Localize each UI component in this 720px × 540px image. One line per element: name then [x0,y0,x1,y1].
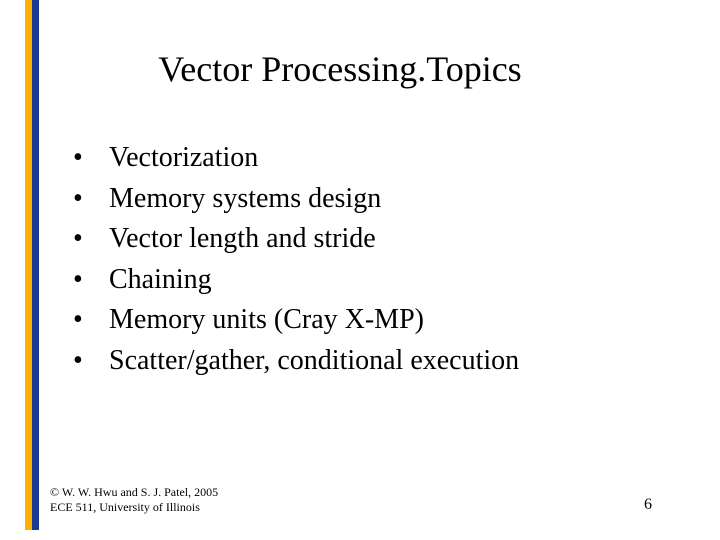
footer: © W. W. Hwu and S. J. Patel, 2005 ECE 51… [50,485,680,516]
slide-title: Vector Processing.Topics [0,48,680,90]
list-item: Vector length and stride [73,219,680,260]
bullet-list: Vectorization Memory systems design Vect… [39,138,680,382]
list-item: Memory units (Cray X-MP) [73,300,680,341]
footer-line2: ECE 511, University of Illinois [50,500,218,516]
list-item: Scatter/gather, conditional execution [73,341,680,382]
footer-line1: © W. W. Hwu and S. J. Patel, 2005 [50,485,218,501]
list-item: Memory systems design [73,179,680,220]
footer-credit: © W. W. Hwu and S. J. Patel, 2005 ECE 51… [50,485,218,516]
list-item: Vectorization [73,138,680,179]
list-item: Chaining [73,260,680,301]
page-number: 6 [644,496,680,516]
slide-content: Vector Processing.Topics Vectorization M… [39,0,720,540]
